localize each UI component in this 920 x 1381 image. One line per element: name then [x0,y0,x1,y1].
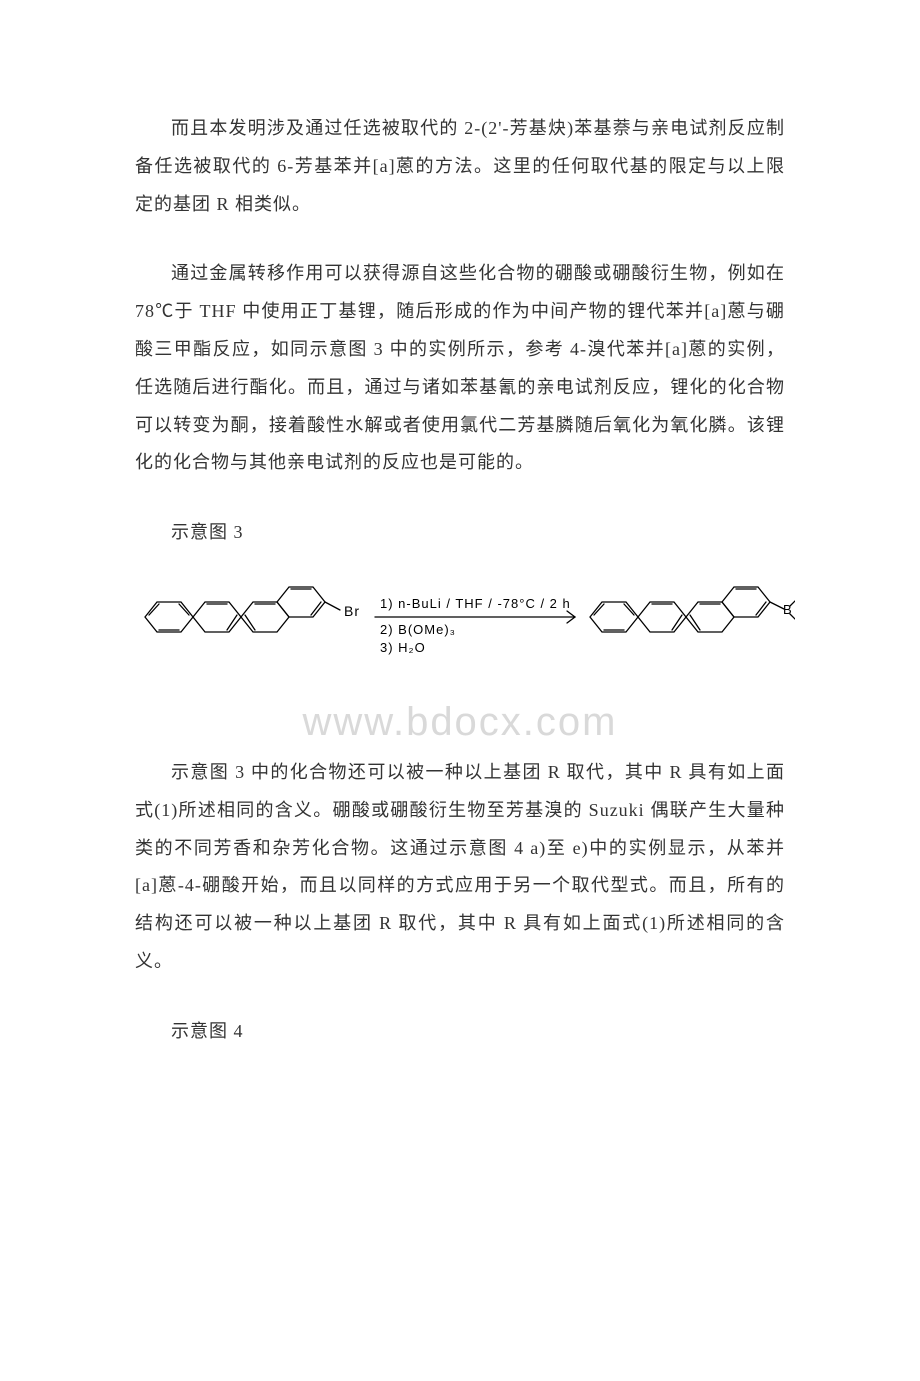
reactant-label-br: Br [344,603,360,619]
reagent-line-1: 1) n-BuLi / THF / -78°C / 2 h [380,596,571,611]
scheme-3-caption: 示意图 3 [135,514,785,552]
watermark-text: www.bdocx.com [135,680,785,764]
reactant-structure [145,587,340,632]
reagent-line-3: 3) H₂O [380,640,426,655]
product-structure [590,587,795,632]
paragraph-3: 示意图 3 中的化合物还可以被一种以上基团 R 取代，其中 R 具有如上面式(1… [135,754,785,981]
bottom-whitespace [135,1061,785,1321]
product-label-b: B [783,602,793,617]
paragraph-2: 通过金属转移作用可以获得源自这些化合物的硼酸或硼酸衍生物，例如在 78℃于 TH… [135,255,785,482]
scheme-4-caption: 示意图 4 [135,1013,785,1051]
scheme-3-figure: Br 1) n-BuLi / THF / -78°C / 2 h 2) B(OM… [135,562,785,672]
scheme-3-svg: Br 1) n-BuLi / THF / -78°C / 2 h 2) B(OM… [135,562,795,672]
paragraph-1: 而且本发明涉及通过任选被取代的 2-(2'-芳基炔)苯基萘与亲电试剂反应制备任选… [135,110,785,223]
reagent-line-2: 2) B(OMe)₃ [380,622,456,637]
